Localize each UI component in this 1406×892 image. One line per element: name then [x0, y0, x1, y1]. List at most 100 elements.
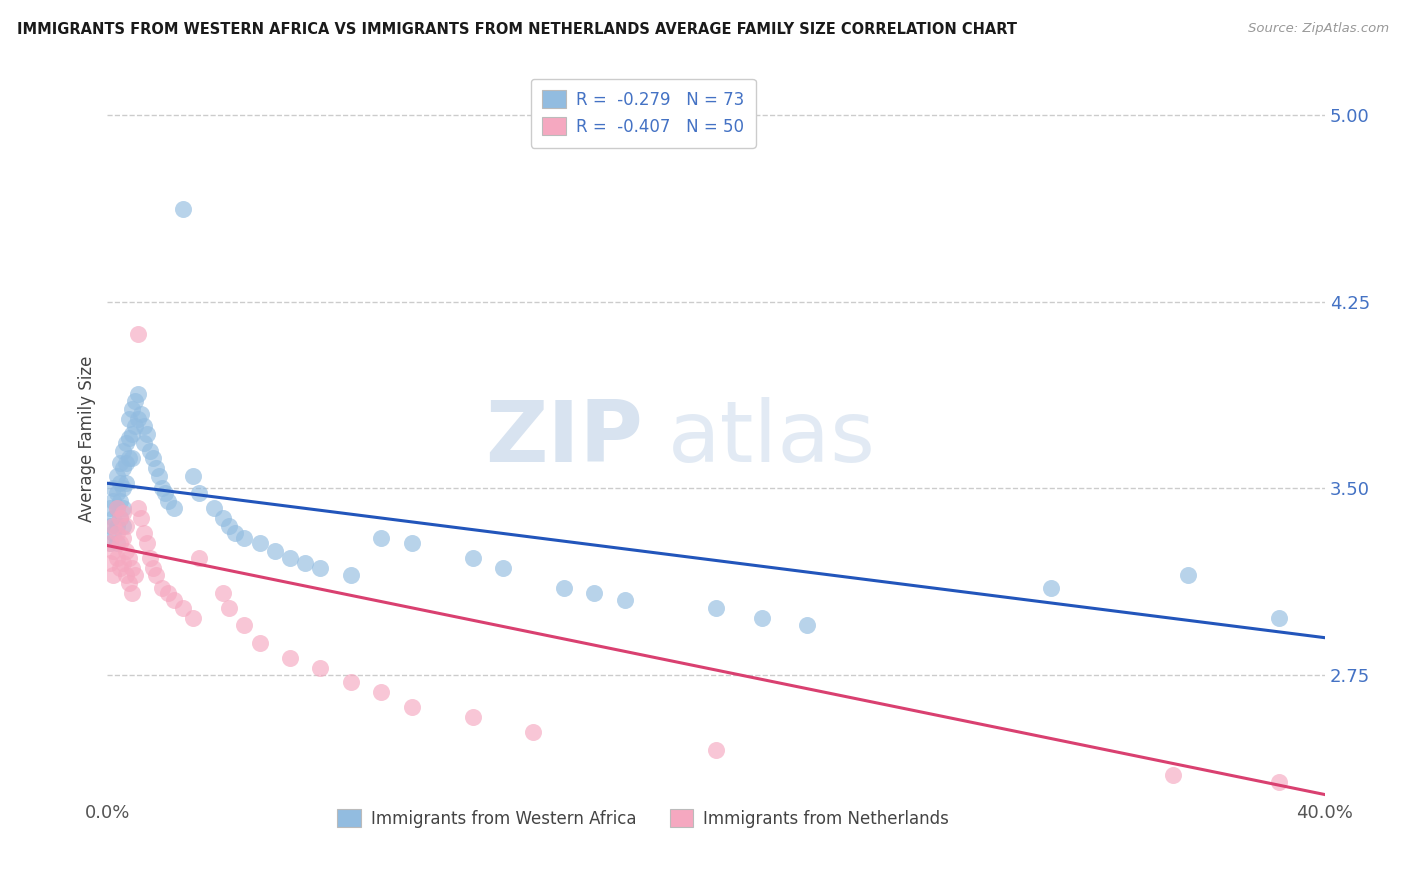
Point: [172, 202, 194, 217]
Point: [136, 426, 159, 441]
Text: Source: ZipAtlas.com: Source: ZipAtlas.com: [1249, 22, 1389, 36]
Point: [108, 511, 131, 525]
Point: [121, 401, 143, 416]
Point: [704, 600, 727, 615]
Point: [163, 593, 186, 607]
Legend: Immigrants from Western Africa, Immigrants from Netherlands: Immigrants from Western Africa, Immigran…: [330, 803, 956, 835]
Point: [108, 561, 131, 575]
Point: [127, 501, 149, 516]
Point: [163, 501, 186, 516]
Point: [105, 468, 128, 483]
Point: [127, 386, 149, 401]
Point: [172, 600, 194, 615]
Point: [118, 575, 141, 590]
Point: [583, 586, 606, 600]
Point: [187, 486, 209, 500]
Point: [114, 476, 136, 491]
Point: [796, 618, 818, 632]
Point: [263, 543, 285, 558]
Point: [111, 556, 134, 570]
Y-axis label: Average Family Size: Average Family Size: [79, 355, 96, 522]
Point: [103, 518, 125, 533]
Point: [108, 493, 131, 508]
Point: [139, 551, 162, 566]
Point: [1161, 767, 1184, 781]
Point: [129, 511, 152, 525]
Point: [224, 526, 246, 541]
Point: [132, 436, 155, 450]
Point: [142, 561, 165, 575]
Point: [522, 725, 544, 739]
Point: [103, 568, 125, 582]
Point: [461, 710, 484, 724]
Point: [108, 476, 131, 491]
Point: [100, 518, 122, 533]
Point: [218, 600, 240, 615]
Point: [100, 501, 122, 516]
Point: [100, 536, 122, 550]
Point: [613, 593, 636, 607]
Point: [309, 561, 332, 575]
Point: [108, 456, 131, 470]
Point: [129, 407, 152, 421]
Point: [121, 561, 143, 575]
Point: [145, 568, 167, 582]
Point: [249, 536, 271, 550]
Point: [114, 436, 136, 450]
Point: [142, 451, 165, 466]
Text: ZIP: ZIP: [485, 397, 643, 480]
Point: [103, 493, 125, 508]
Point: [1177, 568, 1199, 582]
Point: [148, 468, 170, 483]
Point: [111, 506, 134, 520]
Point: [118, 432, 141, 446]
Point: [111, 481, 134, 495]
Point: [103, 543, 125, 558]
Point: [157, 493, 180, 508]
Point: [181, 468, 204, 483]
Point: [187, 551, 209, 566]
Point: [155, 486, 177, 500]
Point: [212, 511, 235, 525]
Point: [202, 501, 225, 516]
Point: [340, 568, 363, 582]
Point: [704, 742, 727, 756]
Point: [118, 551, 141, 566]
Point: [121, 586, 143, 600]
Point: [114, 518, 136, 533]
Point: [294, 556, 316, 570]
Point: [105, 526, 128, 541]
Point: [145, 461, 167, 475]
Point: [105, 486, 128, 500]
Point: [233, 618, 256, 632]
Point: [127, 326, 149, 341]
Point: [139, 444, 162, 458]
Point: [103, 511, 125, 525]
Point: [121, 426, 143, 441]
Point: [111, 531, 134, 545]
Point: [370, 685, 392, 699]
Point: [1039, 581, 1062, 595]
Point: [309, 660, 332, 674]
Point: [401, 700, 423, 714]
Point: [111, 518, 134, 533]
Point: [370, 531, 392, 545]
Point: [132, 419, 155, 434]
Point: [233, 531, 256, 545]
Point: [114, 568, 136, 582]
Point: [150, 581, 173, 595]
Point: [1268, 775, 1291, 789]
Point: [181, 611, 204, 625]
Point: [124, 419, 146, 434]
Point: [103, 526, 125, 541]
Point: [118, 451, 141, 466]
Point: [111, 461, 134, 475]
Text: atlas: atlas: [668, 397, 876, 480]
Point: [124, 568, 146, 582]
Point: [100, 556, 122, 570]
Point: [751, 611, 773, 625]
Point: [111, 501, 134, 516]
Point: [492, 561, 515, 575]
Point: [136, 536, 159, 550]
Point: [278, 551, 301, 566]
